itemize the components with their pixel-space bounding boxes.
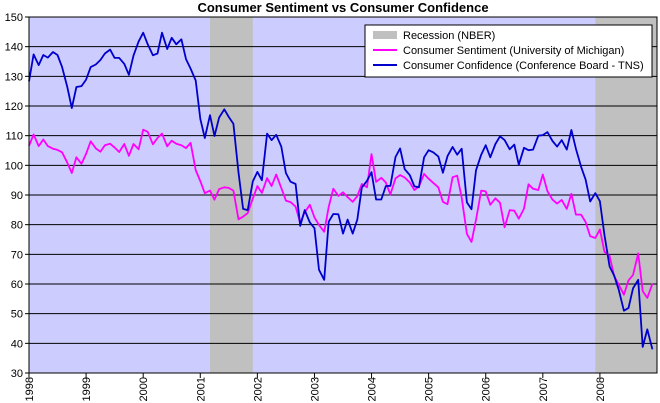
x-tick-label: 2007 [538,377,550,401]
legend-label-confidence: Consumer Confidence (Conference Board - … [403,60,644,72]
y-tick-label: 60 [11,279,23,291]
y-tick-label: 90 [11,190,23,202]
y-tick-label: 110 [5,131,23,143]
series-layer [28,31,654,350]
x-tick-label: 2000 [138,377,150,401]
y-tick-label: 100 [5,160,23,172]
legend-label-sentiment: Consumer Sentiment (University of Michig… [403,45,624,57]
legend-swatch-recession [373,31,397,39]
x-tick-label: 1998 [24,377,36,401]
gridlines [29,46,657,344]
y-tick-label: 120 [5,101,23,113]
x-tick-label: 2004 [367,377,379,401]
series-line-0 [28,128,654,299]
y-tick-label: 40 [11,338,23,350]
x-tick-label: 2008 [595,377,607,401]
y-tick-label: 80 [11,220,23,232]
y-axis: 30 40 50 60 70 80 90 100 110 120 130 140 150 [5,12,29,380]
y-tick-label: 140 [5,42,23,54]
legend-label-recession: Recession (NBER) [403,30,495,42]
x-tick-label: 2001 [195,377,207,401]
y-tick-label: 50 [11,309,23,321]
legend-box [364,24,653,78]
legend: Recession (NBER) Consumer Sentiment (Uni… [364,24,653,78]
y-tick-label: 30 [11,368,23,380]
x-tick-label: 1999 [81,377,93,401]
x-tick-label: 2002 [252,377,264,401]
x-tick-label: 2006 [481,377,493,401]
x-axis: 1998 1999 2000 2001 2002 2003 2004 2005 2006 2007… [24,373,607,401]
y-tick-label: 150 [5,12,23,24]
y-tick-label: 130 [5,71,23,83]
chart-title: Consumer Sentiment vs Consumer Confidenc… [197,0,488,15]
y-tick-label: 70 [11,249,23,261]
x-tick-label: 2005 [424,377,436,401]
x-tick-label: 2003 [309,377,321,401]
series-line-1 [28,31,654,350]
